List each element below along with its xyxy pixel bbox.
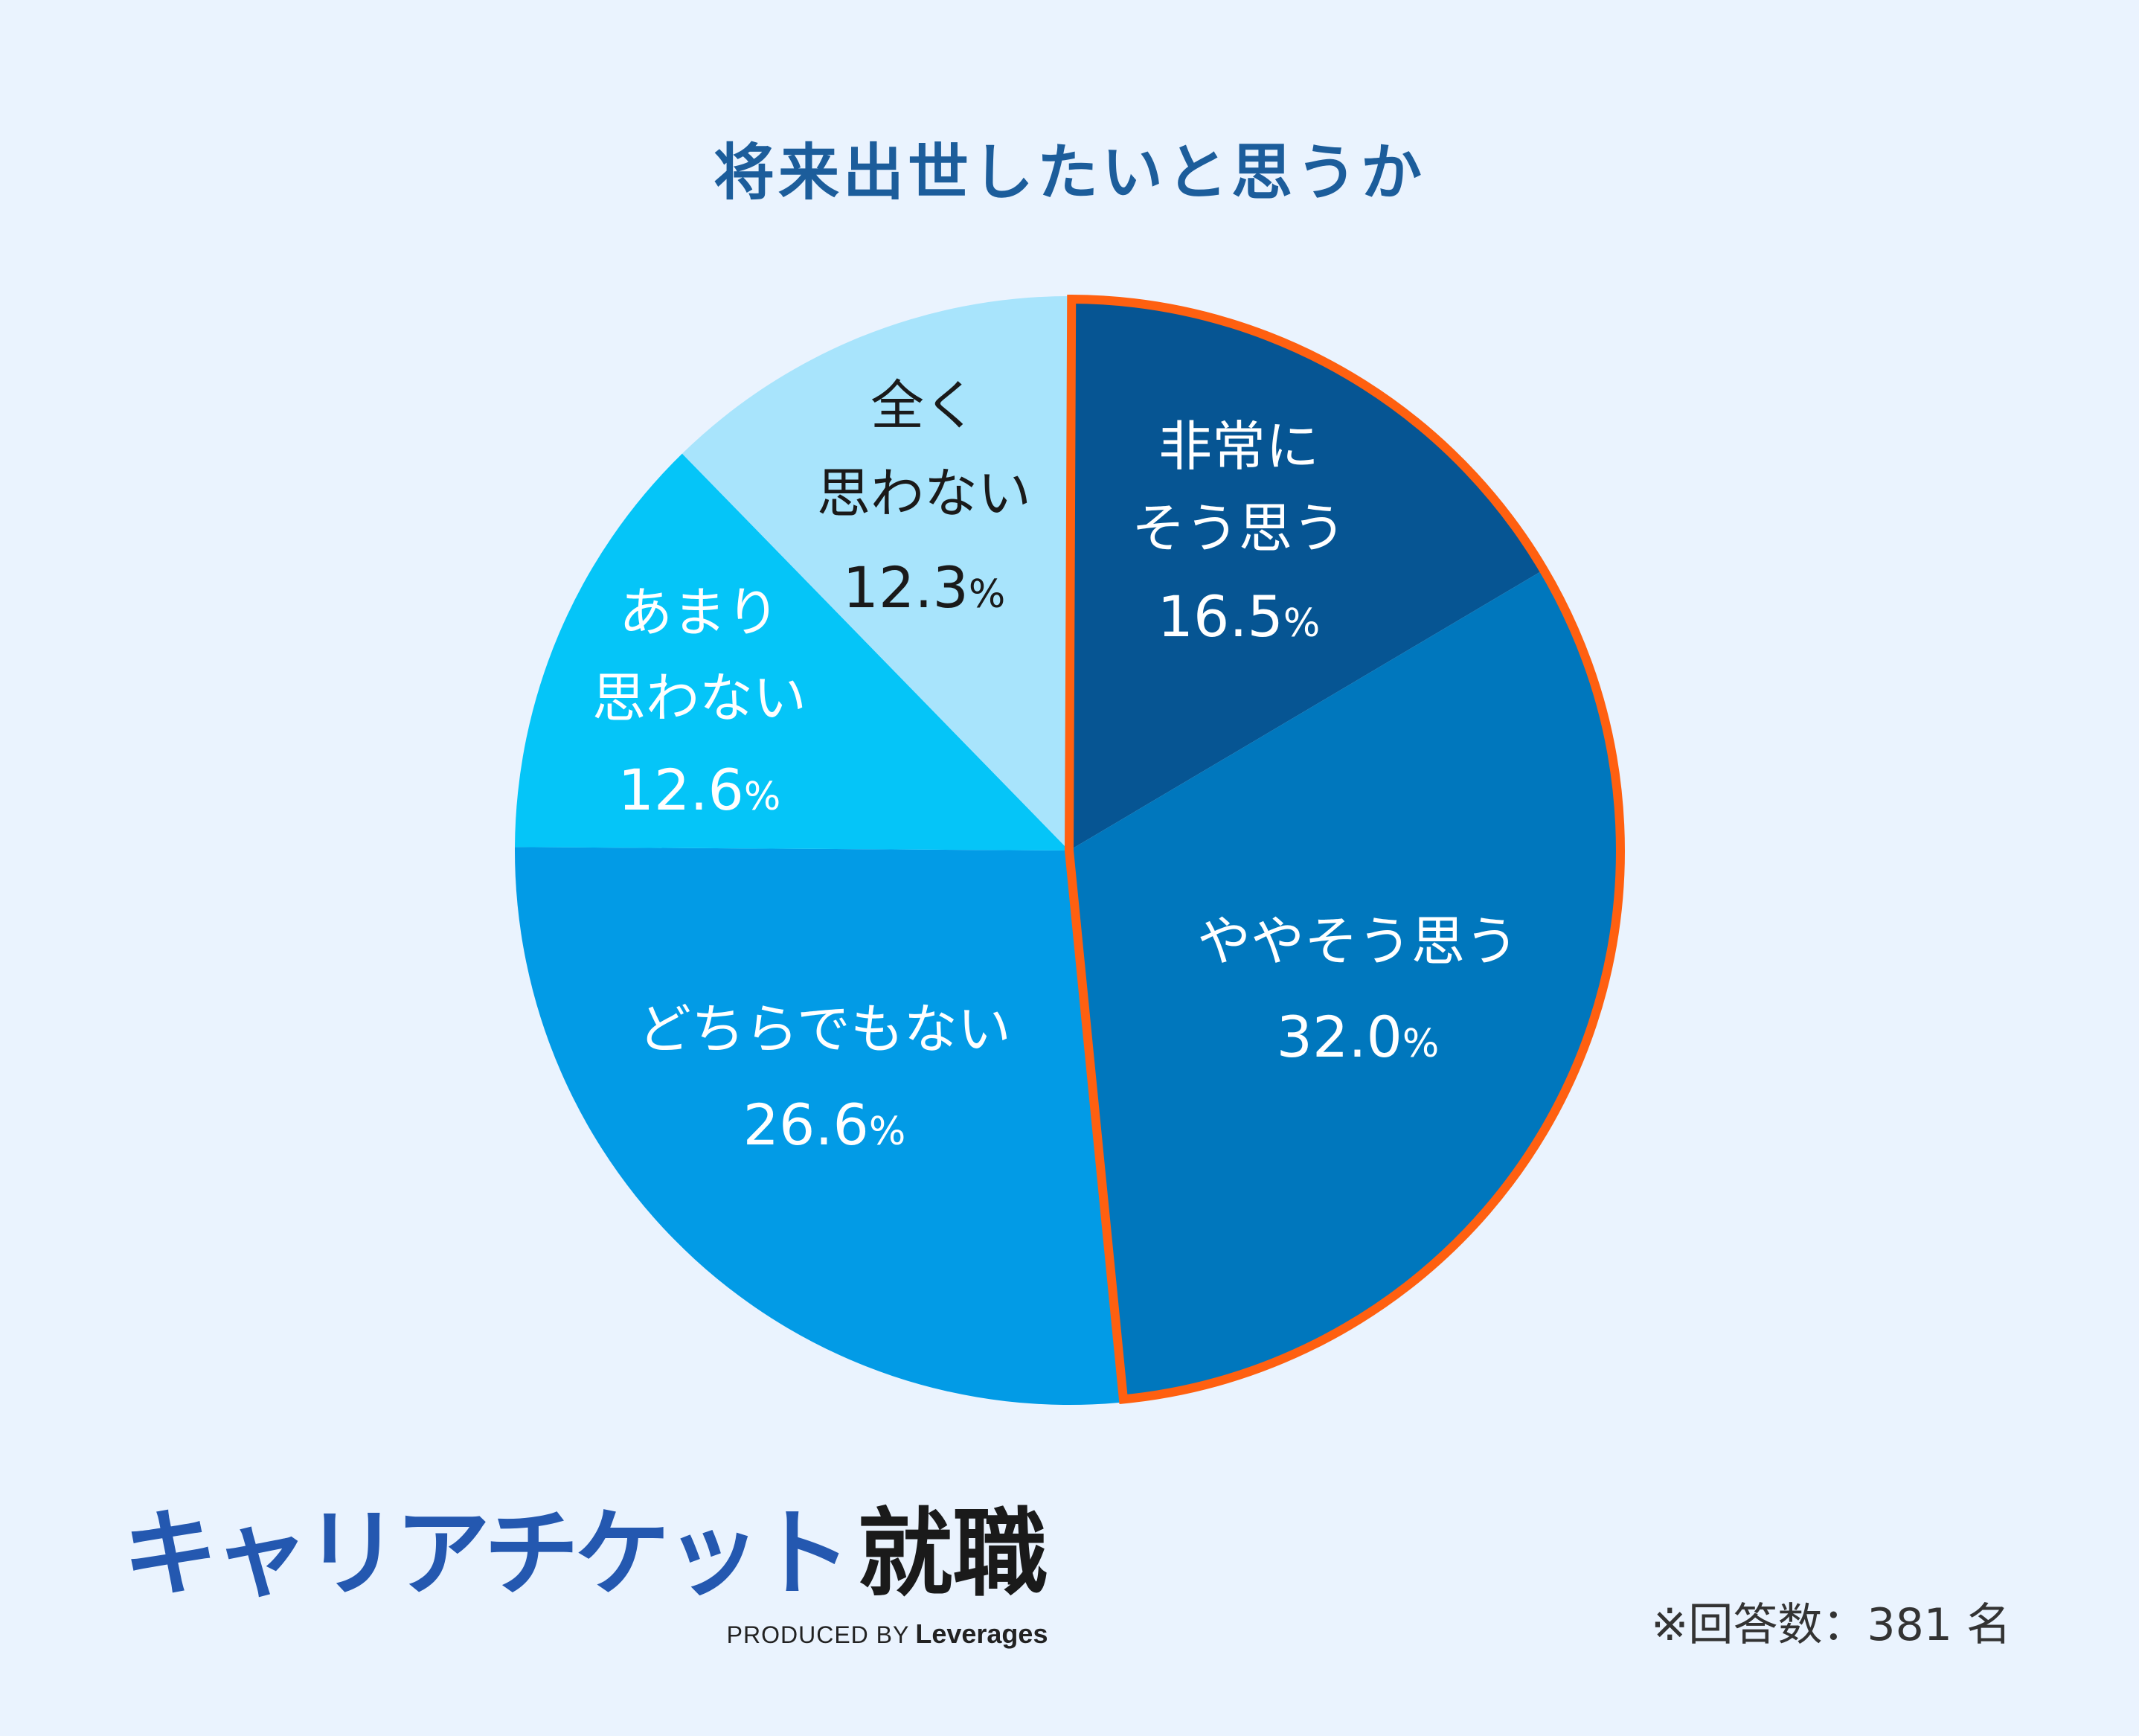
slice-value-unit-1: %	[1283, 601, 1320, 646]
slice-value-2: 32.0%	[1277, 1004, 1440, 1070]
slice-value-unit-2: %	[1402, 1022, 1439, 1066]
slice-value-unit-5: %	[969, 572, 1005, 617]
slice-label-2-line-1: ややそう思う	[1197, 910, 1519, 973]
pie-slice-5	[682, 296, 1069, 851]
pie-slice-4	[515, 453, 1069, 851]
logo-katakana: キャリアチケット	[123, 1499, 851, 1610]
slice-label-4-line-1: あまり	[619, 581, 780, 644]
slice-label-1-line-1: 非常に	[1158, 415, 1319, 478]
chart-title: 将来出世したいと思うか	[713, 138, 1426, 208]
slice-label-1-line-2: そう思う	[1132, 497, 1346, 560]
slice-value-unit-4: %	[744, 775, 780, 819]
brand-logo: キャリアチケット 就職 PRODUCED BY Leverages	[123, 1507, 1048, 1650]
pie-slice-3	[514, 847, 1122, 1405]
slice-label-4-line-2: 思わない	[592, 667, 806, 729]
logo-kanji: 就職	[857, 1499, 1048, 1610]
slice-value-unit-3: %	[869, 1109, 905, 1154]
logo-produced-by: PRODUCED BY	[726, 1621, 910, 1648]
pie-slice-2	[1069, 568, 1623, 1403]
slice-label-5-line-2: 思わない	[817, 462, 1031, 525]
slice-label-3-line-1: どちらでもない	[638, 998, 1011, 1060]
respondent-count-note: ※回答数：381 名	[1651, 1599, 2011, 1651]
highlight-outline	[1064, 294, 1625, 1404]
slice-label-5-line-1: 全く	[870, 374, 978, 437]
logo-brand-name: Leverages	[915, 1618, 1048, 1649]
